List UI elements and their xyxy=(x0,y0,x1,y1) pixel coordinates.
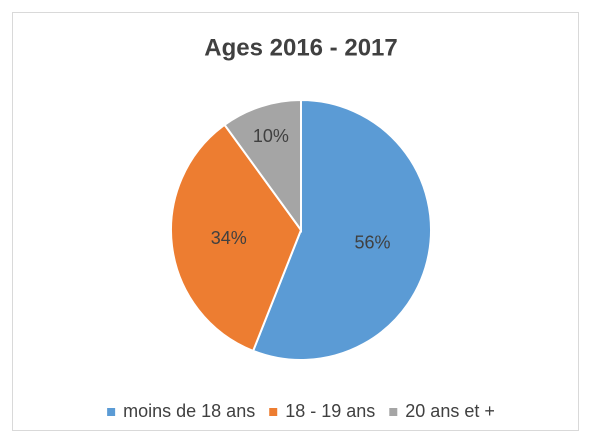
pie-slice xyxy=(170,123,303,353)
pie-slice xyxy=(251,98,432,361)
chart-title: Ages 2016 - 2017 xyxy=(204,34,397,61)
legend-label: 18 - 19 ans xyxy=(285,401,375,421)
legend-label: moins de 18 ans xyxy=(123,401,255,421)
legend-label: 20 ans et + xyxy=(405,401,495,421)
data-label: 34% xyxy=(211,228,247,248)
pie-slice xyxy=(223,98,302,234)
legend-swatch xyxy=(269,408,278,416)
data-label: 10% xyxy=(253,126,289,146)
data-label: 56% xyxy=(354,232,390,252)
legend-swatch xyxy=(107,408,116,416)
legend-swatch xyxy=(389,408,398,416)
